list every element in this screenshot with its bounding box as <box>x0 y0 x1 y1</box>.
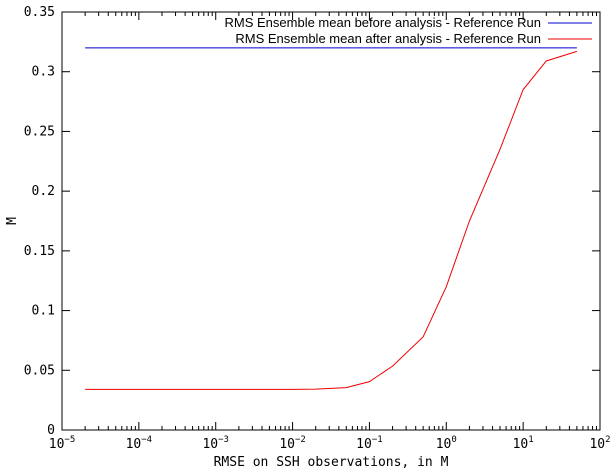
plot-frame <box>61 11 601 431</box>
x-tick-label: 10−5 <box>49 435 76 452</box>
y-tick-label: 0.15 <box>24 244 55 259</box>
legend-label: RMS Ensemble mean after analysis - Refer… <box>235 31 541 46</box>
y-tick-label: 0.05 <box>24 363 55 378</box>
x-tick-label: 100 <box>436 435 457 452</box>
legend: RMS Ensemble mean before analysis - Refe… <box>225 15 592 46</box>
y-tick-label: 0.25 <box>24 124 55 139</box>
y-tick-label: 0 <box>47 423 55 438</box>
x-tick-label: 101 <box>513 435 534 452</box>
x-tick-label: 102 <box>589 435 610 452</box>
x-axis-title: RMSE on SSH observations, in M <box>214 455 449 470</box>
x-tick-label: 10−4 <box>126 435 153 452</box>
y-tick-label: 0.3 <box>32 65 55 80</box>
series-line-1 <box>85 50 578 390</box>
y-tick-label: 0.2 <box>32 184 55 199</box>
y-tick-label: 0.1 <box>32 304 55 319</box>
x-tick-label: 10−3 <box>202 435 229 452</box>
y-axis-title: M <box>5 217 20 225</box>
x-tick-label: 10−2 <box>279 435 306 452</box>
legend-label: RMS Ensemble mean before analysis - Refe… <box>225 15 541 30</box>
y-tick-label: 0.35 <box>24 5 55 20</box>
ticks-layer: 0 0.05 0.1 0.15 0.2 0.25 0.3 0.35 10−5 10−4 10−3 10… <box>24 5 611 452</box>
series-layer <box>85 47 578 390</box>
x-tick-label: 10−1 <box>356 435 383 452</box>
